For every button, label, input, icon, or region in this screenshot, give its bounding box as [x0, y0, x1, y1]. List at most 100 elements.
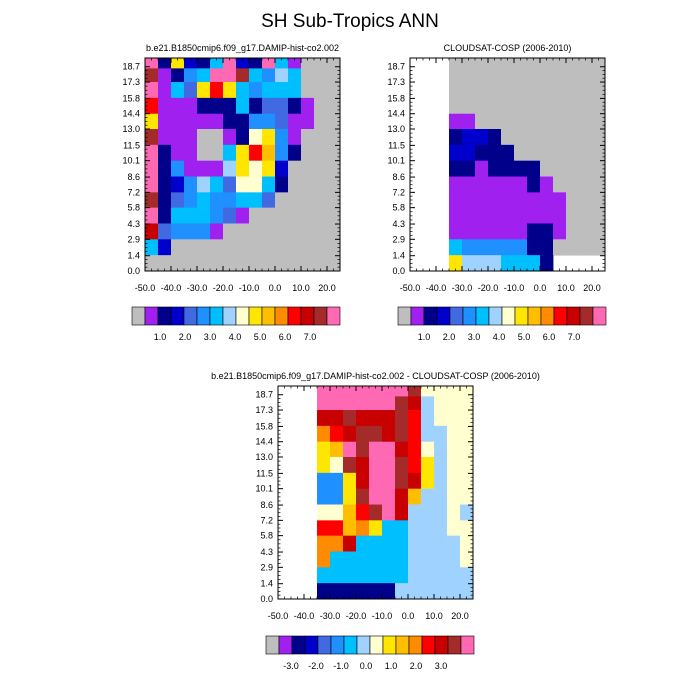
- colorbar-label: -3.0: [283, 661, 299, 671]
- heatmap-cell: [408, 457, 422, 474]
- heatmap-cell: [369, 472, 383, 490]
- heatmap-cell: [317, 551, 331, 568]
- heatmap-cell: [275, 68, 289, 83]
- heatmap-cell: [434, 386, 448, 397]
- heatmap-cell: [475, 113, 489, 130]
- heatmap-cell: [197, 223, 211, 240]
- heatmap-cell: [514, 223, 528, 240]
- heatmap-cell: [317, 520, 331, 537]
- heatmap-cell: [145, 129, 159, 146]
- heatmap-cell: [566, 192, 580, 209]
- heatmap-cell: [330, 457, 344, 474]
- x-tick-label: -20.0: [346, 611, 367, 621]
- heatmap-cell: [462, 97, 476, 115]
- x-tick-label: -50.0: [135, 283, 156, 293]
- heatmap-cell: [314, 129, 328, 146]
- heatmap-cell: [501, 82, 515, 99]
- heatmap-cell: [447, 520, 461, 537]
- heatmap-cell: [460, 551, 474, 568]
- colorbar: 1.0 2.0 3.0 4.0 5.0 6.0 7.0: [131, 306, 341, 342]
- y-tick-label: 1.4: [127, 251, 140, 261]
- heatmap-cell: [408, 425, 422, 443]
- heatmap-cell: [288, 113, 302, 130]
- heatmap-cell: [395, 583, 409, 600]
- heatmap-cell: [356, 425, 370, 443]
- heatmap-cell: [592, 129, 606, 146]
- heatmap-cell: [421, 488, 435, 505]
- chart-panel-3: b.e21.B1850cmip6.f09_g17.DAMIP-hist-co2.…: [211, 371, 540, 671]
- heatmap-cell: [262, 176, 276, 193]
- heatmap-cell: [488, 68, 502, 83]
- y-tick-label: 13.0: [255, 452, 273, 462]
- y-tick-label: 8.6: [260, 500, 273, 510]
- heatmap-cell: [540, 58, 554, 69]
- heatmap-cell: [462, 192, 476, 209]
- heatmap-cell: [314, 192, 328, 209]
- heatmap-cell: [475, 192, 489, 209]
- colorbar-swatch: [447, 635, 462, 655]
- x-tick-label: -20.0: [478, 283, 499, 293]
- x-tick-label: -40.0: [294, 611, 315, 621]
- heatmap-cell: [369, 551, 383, 568]
- heatmap-cell: [145, 239, 159, 256]
- heatmap-cell: [540, 176, 554, 193]
- heatmap-cell: [501, 144, 515, 162]
- heatmap-cell: [314, 68, 328, 83]
- y-tick-label: 18.7: [387, 62, 405, 72]
- heatmap-cell: [330, 504, 344, 521]
- heatmap-cell: [488, 160, 502, 177]
- heatmap-cell: [408, 520, 422, 537]
- heatmap-cell: [488, 97, 502, 115]
- colorbar-swatch: [144, 306, 159, 326]
- colorbar-swatch: [196, 306, 211, 326]
- heatmap-cell: [317, 425, 331, 443]
- heatmap-cell: [475, 255, 489, 272]
- heatmap-cell: [210, 239, 224, 256]
- heatmap-cell: [553, 176, 567, 193]
- heatmap-cell: [475, 97, 489, 115]
- heatmap-cell: [488, 207, 502, 224]
- heatmap-cell: [462, 207, 476, 224]
- heatmap-cell: [275, 97, 289, 115]
- heatmap-cell: [447, 386, 461, 397]
- heatmap-cell: [460, 504, 474, 521]
- y-tick-label: 7.2: [127, 187, 140, 197]
- heatmap-cell: [553, 192, 567, 209]
- heatmap-cell: [553, 160, 567, 177]
- colorbar-swatch: [170, 306, 185, 326]
- heatmap-cell: [184, 255, 198, 272]
- heatmap-cell: [356, 551, 370, 568]
- colorbar-swatch: [313, 306, 328, 326]
- x-tick-label: -50.0: [400, 283, 421, 293]
- heatmap-cell: [356, 396, 370, 411]
- y-tick-label: 0.0: [392, 266, 405, 276]
- heatmap-cell: [343, 535, 357, 552]
- heatmap-cell: [462, 176, 476, 193]
- heatmap-cell: [327, 144, 341, 162]
- heatmap-cell: [158, 97, 172, 115]
- x-tick-label: 0.0: [402, 611, 415, 621]
- heatmap-cell: [275, 223, 289, 240]
- y-tick-label: 7.2: [260, 515, 273, 525]
- heatmap-cell: [527, 58, 541, 69]
- heatmap-cell: [356, 472, 370, 490]
- heatmap-cell: [527, 144, 541, 162]
- heatmap-cell: [249, 223, 263, 240]
- heatmap-cell: [327, 207, 341, 224]
- heatmap-cell: [408, 583, 422, 600]
- heatmap-cell: [579, 207, 593, 224]
- colorbar-swatch: [330, 635, 345, 655]
- x-tick-label: -30.0: [320, 611, 341, 621]
- heatmap-cell: [566, 97, 580, 115]
- heatmap-cell: [184, 192, 198, 209]
- heatmap-cell: [475, 207, 489, 224]
- heatmap-cell: [382, 488, 396, 505]
- heatmap-cell: [184, 223, 198, 240]
- heatmap-cell: [356, 457, 370, 474]
- heatmap-cell: [592, 192, 606, 209]
- heatmap-cell: [501, 192, 515, 209]
- heatmap-cell: [408, 488, 422, 505]
- heatmap-cell: [356, 488, 370, 505]
- heatmap-cell: [236, 207, 250, 224]
